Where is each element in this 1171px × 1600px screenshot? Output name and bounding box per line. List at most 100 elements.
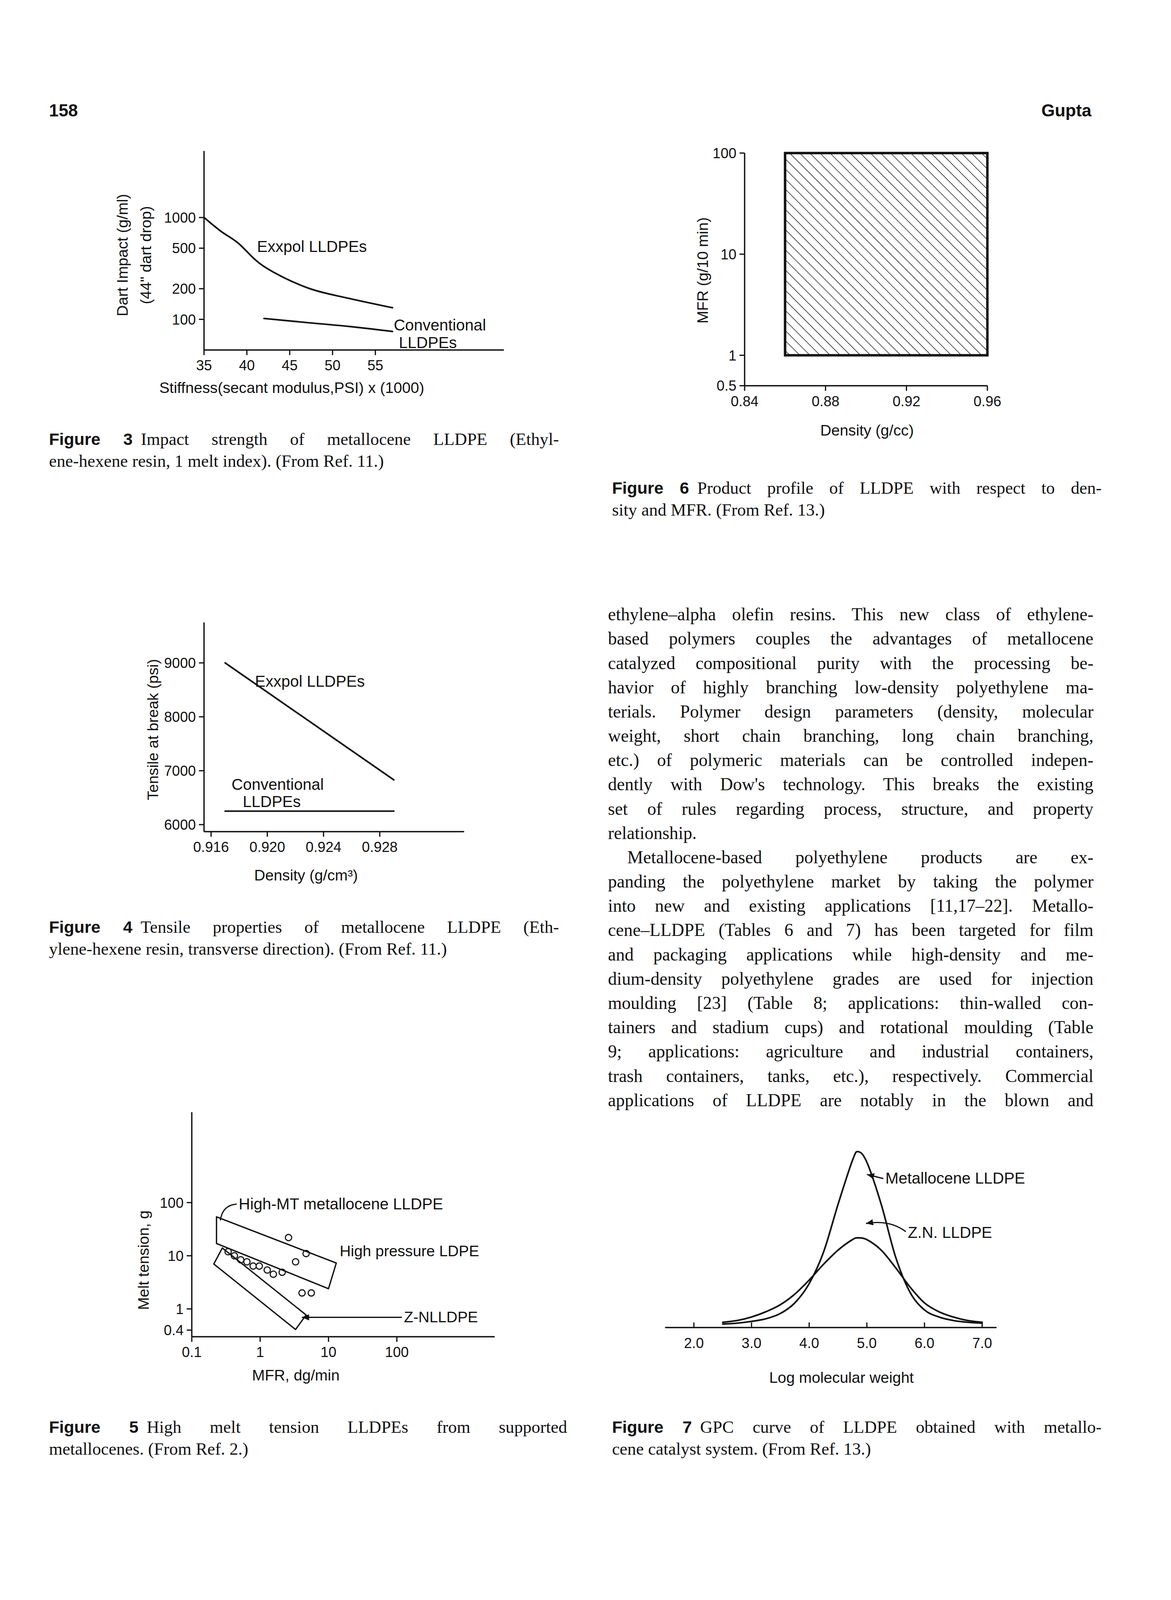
series-label: ConventionalLLDPEs: [393, 315, 486, 352]
y-axis: [190, 1111, 193, 1337]
body-line: moulding [23] (Table 8; applications: th…: [607, 992, 1094, 1013]
series-line: [225, 662, 394, 780]
body-line: ethylene–alpha olefin resins. This new c…: [607, 604, 1094, 624]
x-tick-label: 0.916: [193, 838, 230, 855]
body-line: cene–LLDPE (Tables 6 and 7) has been tar…: [607, 919, 1094, 940]
y-tick: [198, 715, 204, 717]
y-axis-label: Dart Impact (g/ml): [114, 193, 131, 316]
caption-line: metallocenes. (From Ref. 2.): [48, 1438, 248, 1458]
y-tick-label: 8000: [163, 708, 196, 725]
x-tick-label: 3.0: [741, 1334, 762, 1351]
caption-label: Figure 3: [48, 429, 133, 449]
x-tick-label: 0.88: [811, 393, 840, 410]
y-axis-label: MFR (g/10 min): [694, 217, 712, 324]
y-axis: [743, 153, 746, 386]
x-tick: [986, 385, 988, 391]
body-line: into new and existing applications [11,1…: [607, 895, 1094, 916]
body-line: and packaging applications while high-de…: [607, 944, 1094, 965]
region-outline: [216, 1216, 337, 1289]
figure: 0.9160.9200.9240.9286000700080009000Dens…: [48, 622, 559, 958]
series-line: [263, 318, 393, 332]
body-line: relationship.: [607, 822, 697, 843]
y-axis-label: (44" dart drop): [137, 205, 155, 304]
y-tick-label: 10: [167, 1247, 184, 1264]
series-label: Z.N. LLDPE: [907, 1222, 993, 1241]
series-label: Metallocene LLDPE: [885, 1168, 1025, 1187]
body-text: ethylene–alpha olefin resins. This new c…: [607, 604, 1094, 1110]
x-tick: [374, 349, 377, 355]
x-tick-label: 45: [281, 357, 298, 374]
y-tick: [186, 1307, 192, 1309]
caption-line: Figure 3Impact strength of metallocene L…: [48, 429, 559, 449]
y-tick: [186, 1201, 192, 1203]
x-tick-label: 40: [238, 357, 255, 374]
x-tick-label: 10: [320, 1343, 337, 1360]
body-line: panding the polyethylene market by takin…: [607, 871, 1094, 892]
y-tick: [198, 247, 204, 249]
y-tick: [739, 354, 745, 356]
caption-line: cene catalyst system. (From Ref. 13.): [611, 1438, 871, 1458]
y-axis-label: Melt tension, g: [135, 1210, 152, 1310]
plot-area: [204, 217, 393, 332]
x-tick: [750, 1321, 753, 1327]
x-tick-label: 0.920: [249, 838, 286, 855]
y-tick: [198, 288, 204, 290]
plot-area: [225, 662, 394, 811]
data-point: [256, 1262, 263, 1269]
region-outline: [213, 1247, 307, 1330]
label-line: Conventional: [231, 775, 324, 794]
data-point: [263, 1266, 271, 1273]
figure: 35404550551002005001000Stiffness(secant …: [48, 151, 559, 471]
x-tick: [905, 385, 908, 391]
label-line: LLDPEs: [398, 333, 457, 352]
caption-line: sity and MFR. (From Ref. 13.): [611, 499, 825, 520]
x-axis-label: MFR, dg/min: [252, 1366, 340, 1384]
data-point: [249, 1262, 257, 1269]
data-point: [243, 1258, 250, 1265]
x-tick: [246, 349, 248, 355]
plot-area: [213, 1216, 337, 1330]
body-line: applications of LLDPE are notably in the…: [607, 1089, 1094, 1110]
x-axis-label: Log molecular weight: [769, 1368, 914, 1386]
x-tick: [808, 1321, 810, 1327]
x-axis: [191, 1335, 495, 1337]
caption-line: Figure 6Product profile of LLDPE with re…: [611, 477, 1102, 498]
x-tick: [743, 385, 746, 391]
leader-line: [220, 1203, 237, 1220]
x-tick-label: 5.0: [857, 1334, 877, 1351]
x-tick-label: 0.924: [305, 838, 342, 855]
body-line: etc.) of polymeric materials can be cont…: [607, 749, 1094, 770]
y-tick: [739, 253, 745, 255]
caption-label: Figure 5: [48, 1416, 139, 1436]
figure: 0.840.880.920.960.5110100Density (g/cc)M…: [611, 145, 1102, 520]
x-tick: [331, 349, 334, 355]
x-tick: [396, 1336, 398, 1342]
x-tick-label: 0.96: [973, 393, 1002, 410]
y-axis-label: Tensile at break (psi): [144, 658, 162, 800]
x-axis: [204, 830, 465, 832]
y-axis: [203, 151, 205, 350]
caption-label: Figure 7: [611, 1416, 692, 1436]
x-tick: [379, 831, 381, 837]
background: [0, 0, 1171, 1600]
caption-line: Figure 7GPC curve of LLDPE obtained with…: [611, 1416, 1102, 1437]
body-line: dium-density polyethylene grades are use…: [607, 968, 1094, 989]
y-tick-label: 100: [172, 311, 197, 328]
label-line: LLDPEs: [242, 792, 301, 811]
y-tick-label: 100: [712, 145, 737, 162]
y-tick-label: 9000: [163, 654, 196, 671]
y-tick-label: 0.4: [163, 1321, 184, 1338]
x-tick: [866, 1321, 868, 1327]
data-point: [270, 1270, 277, 1277]
caption-line: ylene-hexene resin, transverse direction…: [48, 938, 447, 959]
x-tick-label: 4.0: [799, 1334, 820, 1351]
body-line: catalyzed compositional purity with the …: [607, 652, 1094, 673]
body-line: dently with Dow's technology. This break…: [607, 773, 1094, 794]
region-label: Z-NLLDPE: [404, 1308, 478, 1325]
page-number: 158: [48, 100, 78, 120]
figure: 2.03.04.05.06.07.0Log molecular weightMe…: [611, 1151, 1102, 1458]
caption-label: Figure 4: [48, 917, 133, 936]
series-line: [204, 217, 393, 308]
plot-area: [785, 153, 988, 356]
product-region: [785, 153, 988, 356]
